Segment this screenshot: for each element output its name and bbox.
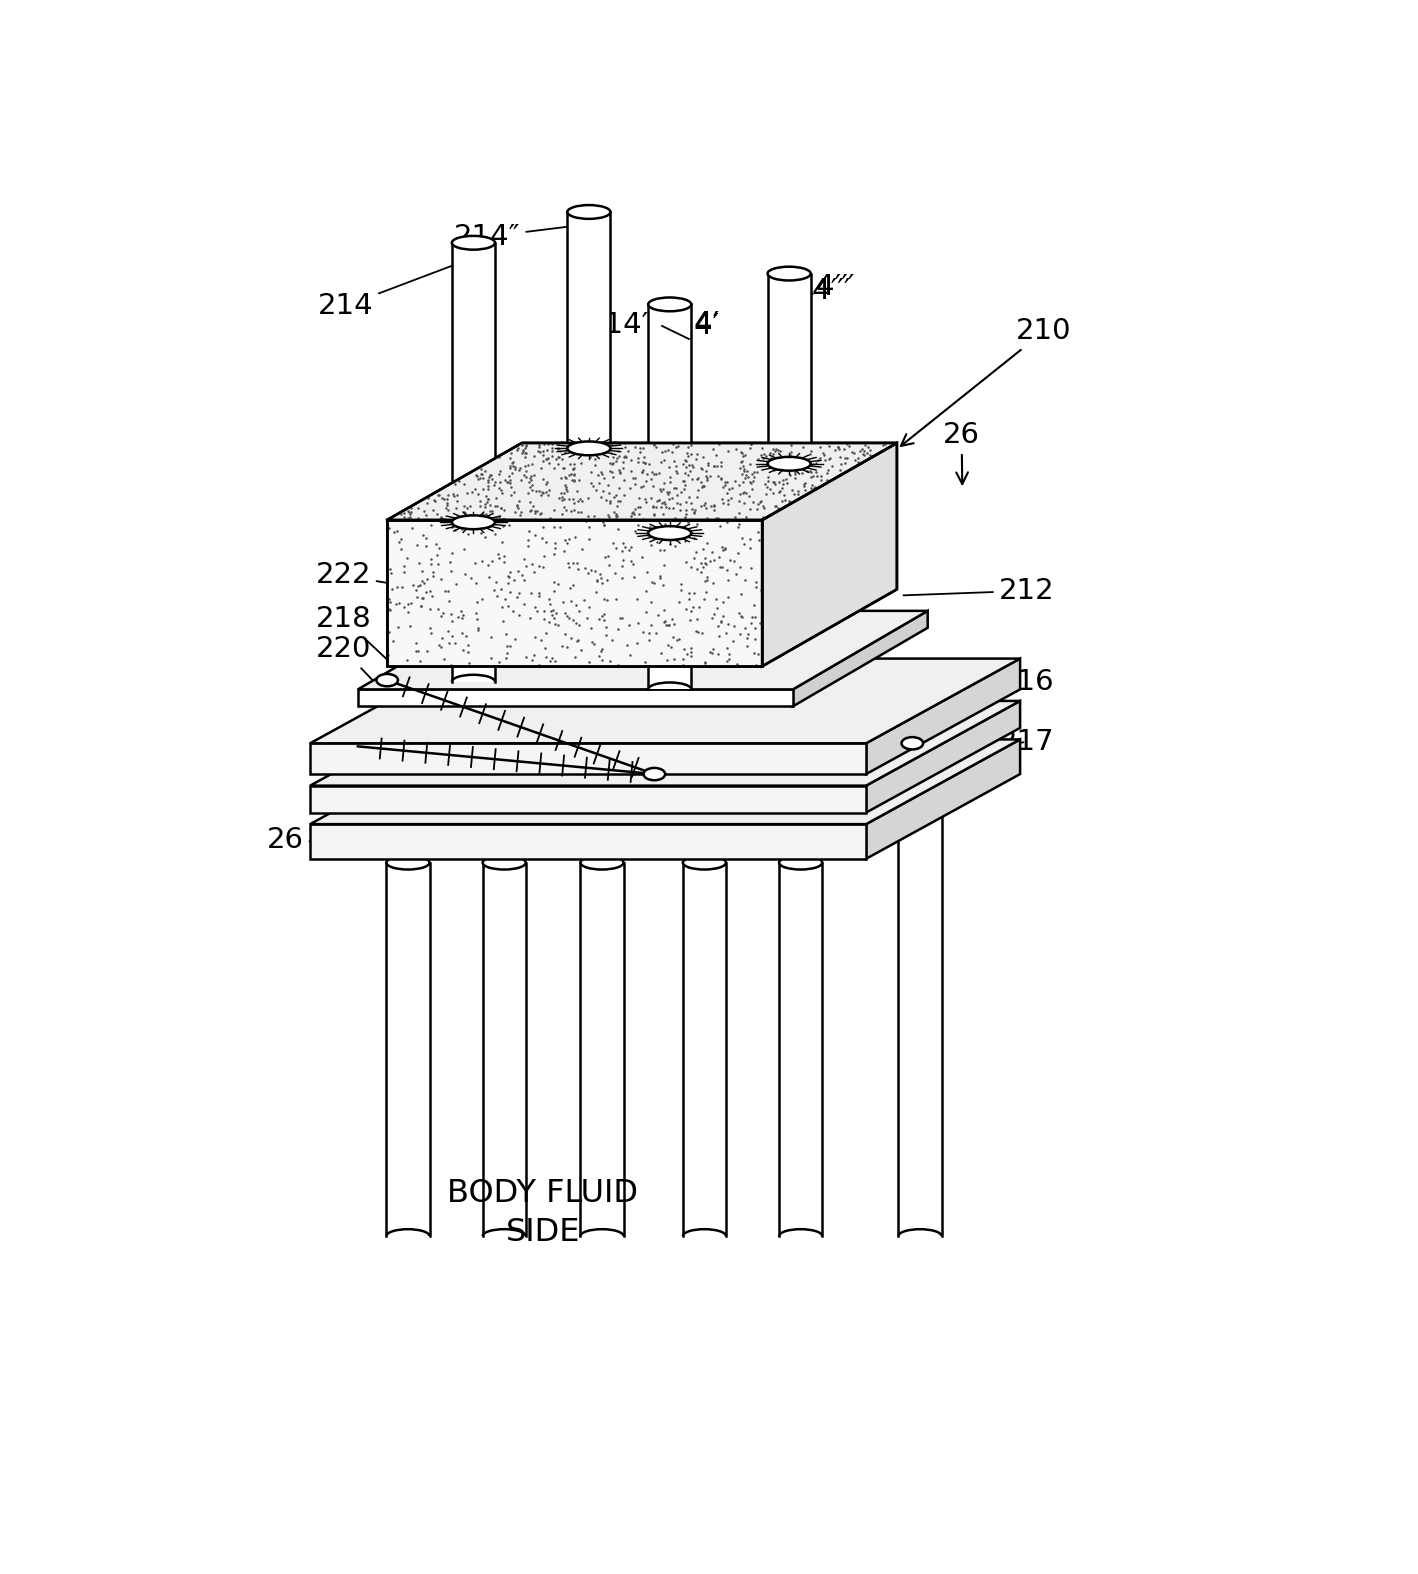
Text: 214′: 214′ [658,312,720,340]
Polygon shape [866,700,1020,812]
Text: 223: 223 [737,774,889,823]
Polygon shape [387,519,761,666]
Polygon shape [311,785,866,812]
Polygon shape [311,658,1020,743]
Polygon shape [580,863,624,1236]
Polygon shape [767,274,811,620]
Text: 214′′′: 214′′′ [780,274,855,302]
Polygon shape [866,740,1020,859]
Polygon shape [311,740,1020,825]
Ellipse shape [644,768,665,781]
Text: BODY FLUID: BODY FLUID [447,1179,638,1209]
Text: 217: 217 [998,727,1054,756]
Text: 214″: 214″ [454,222,579,250]
Text: 210: 210 [900,318,1072,445]
Text: 26: 26 [267,825,376,853]
Ellipse shape [767,266,811,280]
Text: 214′′′: 214′′′ [776,277,851,305]
Ellipse shape [452,236,495,250]
Ellipse shape [767,456,811,471]
Ellipse shape [778,856,822,869]
Polygon shape [452,242,495,682]
Ellipse shape [482,856,526,869]
Ellipse shape [567,441,611,455]
Ellipse shape [452,515,495,529]
Ellipse shape [580,856,624,869]
Polygon shape [311,743,866,774]
Polygon shape [778,863,822,1236]
Ellipse shape [648,297,692,312]
Ellipse shape [567,205,611,219]
Polygon shape [482,863,526,1236]
Polygon shape [866,658,1020,774]
Text: 26: 26 [943,422,980,485]
Text: SIDE: SIDE [505,1217,580,1248]
Polygon shape [648,304,692,689]
Polygon shape [761,442,898,666]
Text: 214: 214 [318,263,459,320]
Polygon shape [761,442,898,666]
Polygon shape [683,863,726,1236]
Polygon shape [387,519,761,666]
Text: 214′: 214′ [587,312,649,338]
Polygon shape [793,611,927,707]
Text: 218: 218 [316,604,403,674]
Text: 212: 212 [903,576,1054,604]
Polygon shape [357,611,927,689]
Polygon shape [386,863,430,1236]
Text: 220: 220 [316,636,386,694]
Ellipse shape [899,771,942,785]
Ellipse shape [902,737,923,749]
Text: 214′: 214′ [658,310,720,338]
Polygon shape [311,700,1020,785]
Polygon shape [387,442,898,519]
Ellipse shape [683,856,726,869]
Ellipse shape [648,526,692,540]
Ellipse shape [386,856,430,869]
Text: 222: 222 [316,562,467,597]
Text: 216: 216 [998,667,1054,702]
Polygon shape [387,442,898,519]
Ellipse shape [376,674,398,686]
Polygon shape [311,825,866,859]
Polygon shape [357,689,793,707]
Polygon shape [899,778,942,1236]
Polygon shape [567,212,611,603]
